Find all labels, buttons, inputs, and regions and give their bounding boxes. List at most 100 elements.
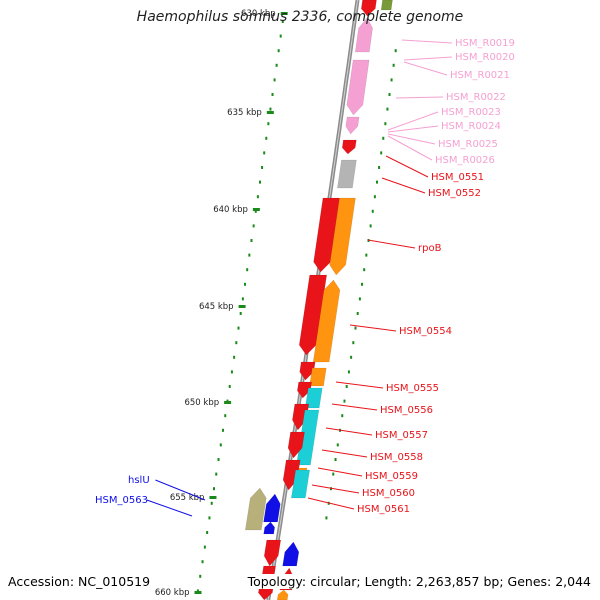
gene-pink bbox=[345, 116, 360, 135]
callout-line bbox=[331, 403, 378, 411]
scale-dot-outer bbox=[350, 355, 353, 359]
kbp-label: 630 kbp bbox=[241, 9, 276, 19]
scale-dot bbox=[277, 49, 280, 53]
gene-label: HSM_0556 bbox=[380, 405, 433, 416]
gene-cyan bbox=[291, 469, 310, 499]
kbp-label: 645 kbp bbox=[199, 302, 234, 312]
callout-line bbox=[387, 135, 433, 161]
major-tick bbox=[266, 111, 274, 114]
scale-dot-outer bbox=[325, 516, 328, 520]
scale-dot bbox=[275, 63, 278, 67]
gene-label: HSM_0554 bbox=[399, 326, 452, 337]
gene-blue bbox=[282, 541, 300, 567]
gene-red bbox=[341, 139, 357, 155]
kbp-label: 655 kbp bbox=[170, 493, 205, 503]
scale-dot-outer bbox=[341, 414, 344, 418]
gene-label: HSM_R0022 bbox=[446, 92, 506, 103]
scale-dot bbox=[201, 560, 204, 564]
gene-label: HSM_R0024 bbox=[441, 121, 501, 132]
scale-dot bbox=[281, 20, 284, 23]
gene-label: HSM_0560 bbox=[362, 488, 415, 499]
gene-red bbox=[298, 274, 327, 356]
gene-label: HSM_0558 bbox=[370, 452, 423, 463]
scale-dot bbox=[208, 516, 211, 520]
scale-dot-outer bbox=[356, 312, 359, 315]
scale-dot-outer bbox=[361, 282, 364, 286]
callout-line bbox=[335, 381, 384, 389]
gene-label: HSM_0561 bbox=[357, 504, 410, 515]
scale-dot bbox=[210, 501, 213, 505]
scale-dot bbox=[269, 107, 272, 111]
callout-line bbox=[367, 239, 416, 249]
gene-label: HSM_0555 bbox=[386, 383, 439, 394]
callout-line bbox=[311, 484, 360, 494]
callout-line bbox=[387, 111, 439, 131]
scale-dot bbox=[199, 574, 202, 578]
callout-line bbox=[325, 427, 373, 436]
major-tick bbox=[280, 12, 288, 15]
gene-label: HSM_R0026 bbox=[435, 155, 495, 166]
gene-label: HSM_R0023 bbox=[441, 107, 501, 118]
scale-dot-outer bbox=[347, 370, 350, 374]
scale-dot bbox=[244, 282, 247, 286]
scale-dot bbox=[273, 78, 276, 82]
scale-dot-outer bbox=[336, 443, 339, 447]
gene-orange bbox=[312, 279, 341, 363]
scale-dot-outer bbox=[384, 122, 387, 126]
callout-line bbox=[401, 39, 453, 44]
gene-label: hslU bbox=[128, 475, 150, 486]
gene-red bbox=[282, 459, 301, 491]
gene-label: HSM_R0020 bbox=[455, 52, 515, 63]
major-tick bbox=[252, 208, 260, 211]
gene-red bbox=[313, 197, 341, 273]
scale-dot bbox=[263, 151, 266, 155]
gene-label: HSM_R0025 bbox=[438, 139, 498, 150]
scale-dot bbox=[258, 180, 261, 184]
genome-summary-text: Topology: circular; Length: 2,263,857 bp… bbox=[247, 574, 591, 589]
scale-dot bbox=[212, 487, 215, 491]
scale-dot-outer bbox=[380, 151, 383, 155]
callout-line bbox=[395, 96, 444, 99]
kbp-label: 640 kbp bbox=[213, 205, 248, 215]
callout-line bbox=[385, 155, 429, 178]
major-tick bbox=[238, 305, 246, 308]
gene-blue bbox=[263, 521, 275, 535]
scale-dot bbox=[235, 341, 238, 345]
scale-dot-outer bbox=[358, 297, 361, 301]
callout-line bbox=[403, 61, 448, 76]
kbp-label: 635 kbp bbox=[227, 108, 262, 118]
scale-dot bbox=[241, 297, 244, 301]
scale-dot bbox=[206, 531, 209, 534]
callout-line bbox=[387, 125, 439, 133]
scale-dot bbox=[196, 589, 199, 593]
gene-label: HSM_0552 bbox=[428, 188, 481, 199]
gene-label: rpoB bbox=[418, 243, 442, 254]
scale-dot-outer bbox=[332, 472, 335, 476]
gene-label: HSM_0551 bbox=[431, 172, 484, 183]
scale-dot-outer bbox=[382, 136, 385, 140]
gene-red bbox=[297, 381, 312, 399]
scale-dot bbox=[261, 166, 264, 169]
scale-dot bbox=[246, 268, 249, 272]
scale-dot-outer bbox=[373, 195, 376, 199]
scale-dot-outer bbox=[386, 107, 389, 111]
gene-red bbox=[263, 539, 282, 567]
scale-dot-outer bbox=[334, 458, 337, 461]
major-tick bbox=[194, 591, 202, 594]
scale-dot-outer bbox=[392, 63, 395, 67]
gene-orange bbox=[276, 589, 289, 600]
scale-dot bbox=[248, 253, 251, 257]
gene-orange bbox=[309, 367, 327, 387]
gene-gray bbox=[337, 159, 357, 189]
gene-label: HSM_0557 bbox=[375, 430, 428, 441]
scale-dot bbox=[230, 370, 233, 374]
major-tick bbox=[224, 401, 232, 404]
callout-line bbox=[321, 449, 368, 458]
scale-dot bbox=[219, 443, 222, 447]
scale-dot-outer bbox=[363, 268, 366, 272]
scale-dot bbox=[228, 385, 231, 388]
callout-line bbox=[155, 479, 206, 501]
gene-red bbox=[292, 403, 310, 431]
major-tick bbox=[209, 496, 217, 499]
